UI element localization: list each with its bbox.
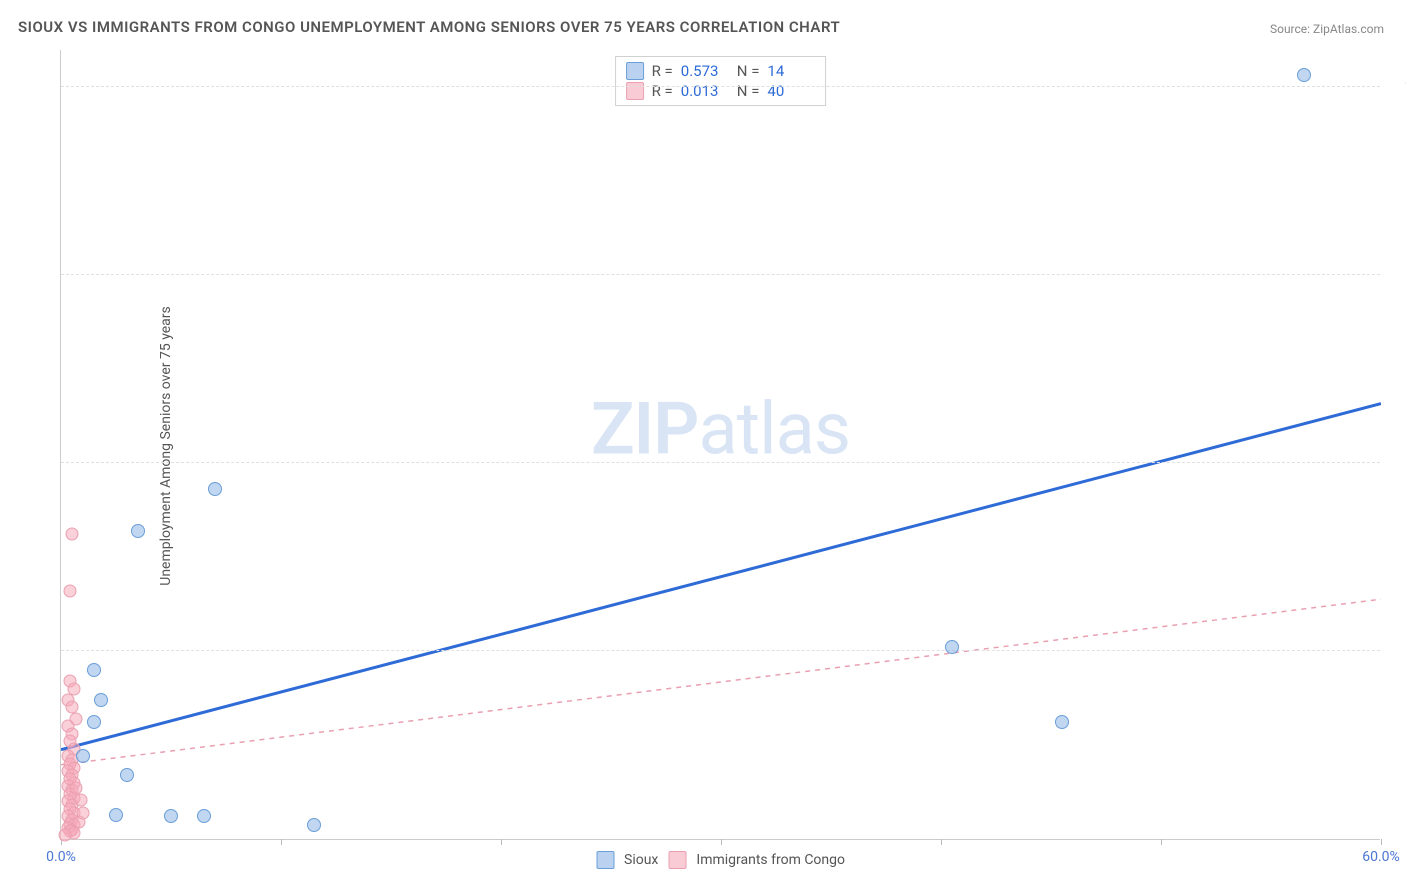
data-point [74,793,87,806]
data-point [208,482,222,496]
chart-title: SIOUX VS IMMIGRANTS FROM CONGO UNEMPLOYM… [18,18,840,36]
legend-swatch-sioux [596,851,614,869]
legend-r-label: R = [652,62,673,80]
data-point [945,640,959,654]
y-tick-label: 75.0% [1390,267,1406,283]
gridline [61,462,1380,463]
data-point [94,693,108,707]
data-point [76,749,90,763]
y-tick-label: 25.0% [1390,643,1406,659]
data-point [87,663,101,677]
x-tick [1161,839,1162,845]
data-point [164,809,178,823]
legend-label-congo: Immigrants from Congo [696,852,845,868]
legend-stats: R = 0.573 N = 14 R = 0.013 N = 40 [615,56,827,106]
x-tick [941,839,942,845]
watermark-atlas: atlas [698,386,850,471]
x-tick [501,839,502,845]
data-point [63,584,76,597]
x-tick [281,839,282,845]
legend-n-sioux: 14 [767,62,815,80]
gridline [61,650,1380,651]
data-point [120,768,134,782]
x-tick [721,839,722,845]
data-point [131,524,145,538]
legend-stats-row-sioux: R = 0.573 N = 14 [626,61,816,81]
legend-label-sioux: Sioux [624,852,658,868]
data-point [197,809,211,823]
trendlines-svg [61,50,1381,840]
chart-plot-area: ZIPatlas R = 0.573 N = 14 R = 0.013 N = … [60,50,1380,840]
legend-series: Sioux Immigrants from Congo [596,851,845,869]
watermark-zip: ZIP [591,386,698,471]
data-point [1055,715,1069,729]
data-point [87,715,101,729]
data-point [66,528,79,541]
gridline [61,86,1380,87]
data-point [307,818,321,832]
x-tick-label: 0.0% [46,849,76,865]
data-point [77,806,90,819]
gridline [61,274,1380,275]
legend-swatch-sioux [626,62,644,80]
data-point [109,808,123,822]
y-tick-label: 50.0% [1390,455,1406,471]
x-tick-label: 60.0% [1362,849,1400,865]
legend-n-label: N = [737,62,760,80]
y-tick-label: 100.0% [1390,79,1406,95]
data-point [70,781,83,794]
legend-stats-row-congo: R = 0.013 N = 40 [626,81,816,101]
legend-swatch-congo [668,851,686,869]
data-point [59,829,72,842]
data-point [1297,68,1311,82]
watermark: ZIPatlas [591,386,850,471]
legend-r-sioux: 0.573 [681,62,729,80]
x-tick [1381,839,1382,845]
source-label: Source: ZipAtlas.com [1270,22,1384,36]
